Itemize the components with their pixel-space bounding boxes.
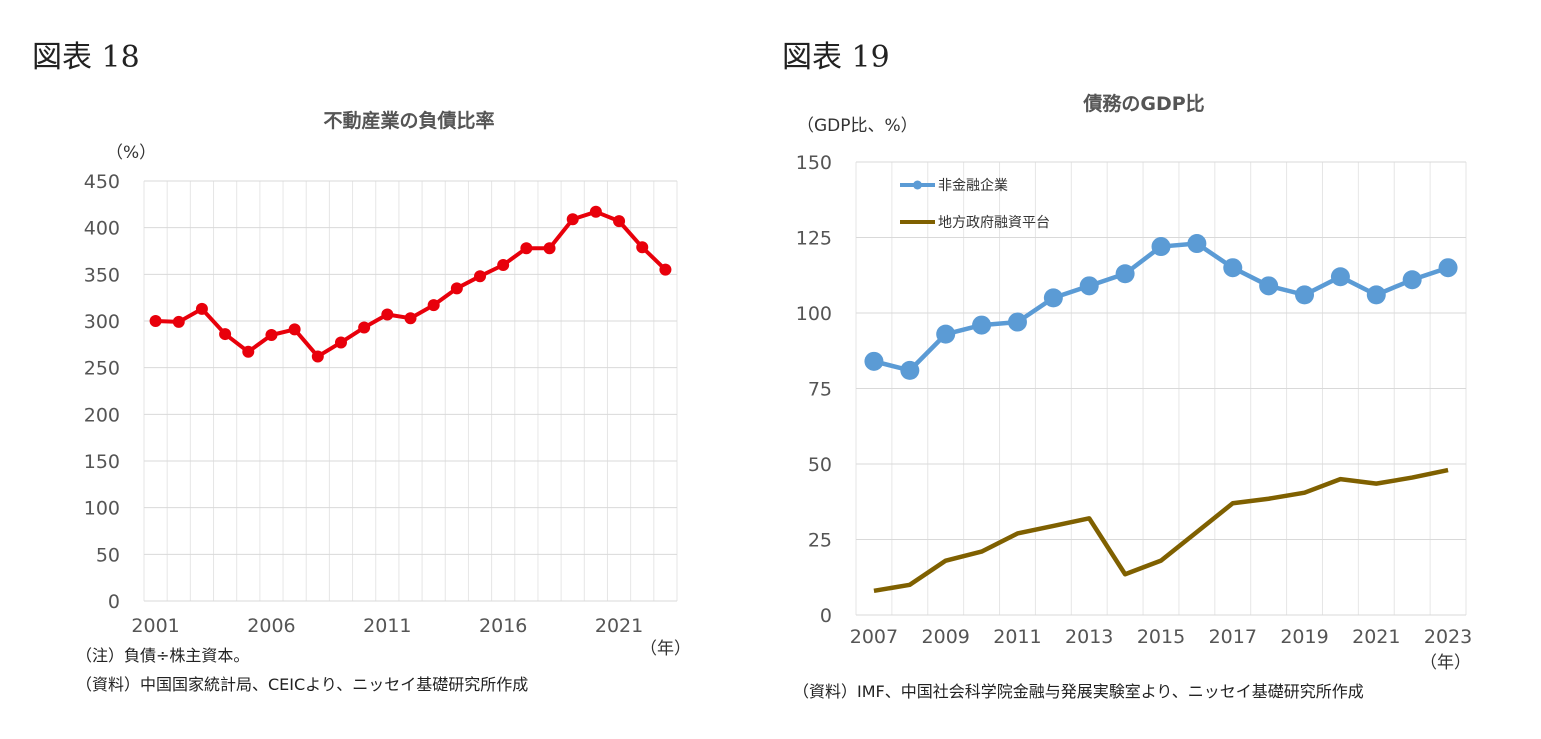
- chart2-y-tick: 75: [808, 379, 832, 401]
- chart1-x-tick: 2006: [247, 615, 295, 637]
- chart1-point: [265, 329, 278, 341]
- chart1-title: 不動産業の負債比率: [323, 109, 494, 132]
- chart2-x-tick: 2019: [1280, 626, 1328, 648]
- chart1-x-tick: 2001: [131, 615, 179, 637]
- chart2-point: [1295, 285, 1315, 305]
- chart2-point: [1438, 258, 1458, 278]
- chart1-point: [219, 328, 232, 341]
- chart2-y-tick: 25: [808, 530, 832, 552]
- chart2-x-tick: 2011: [993, 626, 1041, 648]
- chart2-grid: [855, 161, 1467, 616]
- chart1-y-tick: 350: [84, 264, 120, 286]
- chart1-y-tick: 250: [84, 358, 120, 380]
- chart2-point: [1223, 258, 1243, 278]
- chart2-y-unit: （GDP比、%）: [797, 116, 918, 136]
- chart2-point: [972, 315, 992, 335]
- chart1-point: [589, 205, 602, 218]
- chart1-point: [450, 282, 463, 295]
- chart1-y-tick: 150: [84, 451, 120, 473]
- chart2-y-tick: 125: [796, 228, 832, 250]
- chart1-grid: [143, 180, 678, 602]
- chart2-x-tick: 2023: [1424, 626, 1472, 648]
- chart2-x-tick: 2015: [1137, 626, 1185, 648]
- chart2-point: [1330, 267, 1350, 287]
- chart1-y-tick: 100: [84, 498, 120, 520]
- chart1-source: （資料）中国国家統計局、CEICより、ニッセイ基礎研究所作成: [76, 675, 528, 694]
- figure-19-label: 図表 19: [782, 40, 890, 75]
- chart1-y-tick: 50: [96, 544, 120, 566]
- chart1-y-tick: 200: [84, 404, 120, 426]
- chart2-point: [1043, 288, 1063, 308]
- chart2-point: [1007, 312, 1027, 332]
- chart1-point: [172, 315, 185, 328]
- chart2-point: [936, 324, 956, 344]
- chart1-point: [311, 350, 324, 363]
- chart2-y-tick: 100: [796, 303, 832, 325]
- chart1-point: [381, 308, 394, 321]
- chart1-point: [520, 242, 533, 255]
- chart2-line-2: [873, 467, 1449, 594]
- chart2-y-tick: 150: [796, 152, 832, 174]
- chart1-y-tick: 450: [84, 171, 120, 193]
- chart1-x-unit: （年）: [640, 639, 691, 659]
- chart1-x-tick: 2011: [363, 615, 411, 637]
- chart2-line-1: [873, 241, 1449, 373]
- chart1-point: [497, 259, 510, 271]
- chart2-x-tick: 2009: [922, 626, 970, 648]
- chart2-point: [1366, 285, 1386, 305]
- chart2-x-unit: （年）: [1420, 653, 1471, 673]
- chart1-y-tick: 300: [84, 311, 120, 333]
- chart1-point: [288, 323, 301, 336]
- chart2-y-tick: 0: [820, 605, 832, 627]
- chart2-point: [864, 351, 884, 371]
- chart1-point: [427, 299, 440, 312]
- chart1-point: [613, 215, 626, 228]
- chart2-axis-labels: 0 25 50 75 100 125 150 2007 2009 2011 2013 2015 2017…: [796, 152, 1473, 648]
- chart1-point: [242, 345, 255, 358]
- chart2-x-tick: 2017: [1209, 626, 1257, 648]
- chart2-legend-label: 地方政府融資平台: [938, 215, 1050, 231]
- chart1-x-tick: 2016: [479, 615, 527, 637]
- chart1-note: （注）負債÷株主資本。: [76, 646, 249, 665]
- chart1-point: [543, 242, 556, 255]
- figure-18-label: 図表 18: [32, 40, 140, 75]
- chart2-legend-label: 非金融企業: [938, 177, 1008, 194]
- chart1-point: [334, 336, 347, 349]
- chart1-x-tick: 2021: [595, 615, 643, 637]
- chart2-point: [900, 360, 920, 380]
- chart1-point: [566, 213, 579, 226]
- chart1-point: [404, 312, 417, 325]
- chart2-point: [1079, 276, 1099, 296]
- chart2-title: 債務のGDP比: [1082, 92, 1204, 115]
- chart2-series: [864, 234, 1458, 594]
- chart1-series: [149, 205, 672, 363]
- chart2-x-tick: 2007: [850, 626, 898, 648]
- chart2-point: [1187, 234, 1207, 254]
- chart1-point: [636, 241, 649, 254]
- chart2-point: [1151, 237, 1171, 257]
- chart1-axis-labels: 0 50 100 150 200 250 300 350 400 450 2001 2006 2011 2…: [84, 171, 644, 637]
- chart2-x-tick: 2013: [1065, 626, 1113, 648]
- chart1-y-tick: 0: [108, 591, 120, 613]
- chart2-y-tick: 50: [808, 454, 832, 476]
- chart2-x-tick: 2021: [1352, 626, 1400, 648]
- chart2-point: [1115, 264, 1135, 284]
- chart2-source: （資料）IMF、中国社会科学院金融与発展実験室より、ニッセイ基礎研究所作成: [793, 682, 1364, 701]
- chart1-line: [155, 209, 667, 359]
- chart1-point: [195, 302, 208, 315]
- chart2-point: [1402, 270, 1422, 290]
- chart2-legend-marker: [913, 180, 922, 190]
- chart1-y-tick: 400: [84, 218, 120, 240]
- chart2-point: [1259, 276, 1279, 296]
- chart1-point: [659, 263, 672, 276]
- chart1-point: [474, 270, 487, 283]
- chart1-point: [358, 321, 371, 334]
- chart1-point: [149, 315, 162, 327]
- chart1-y-unit: （%）: [106, 143, 156, 163]
